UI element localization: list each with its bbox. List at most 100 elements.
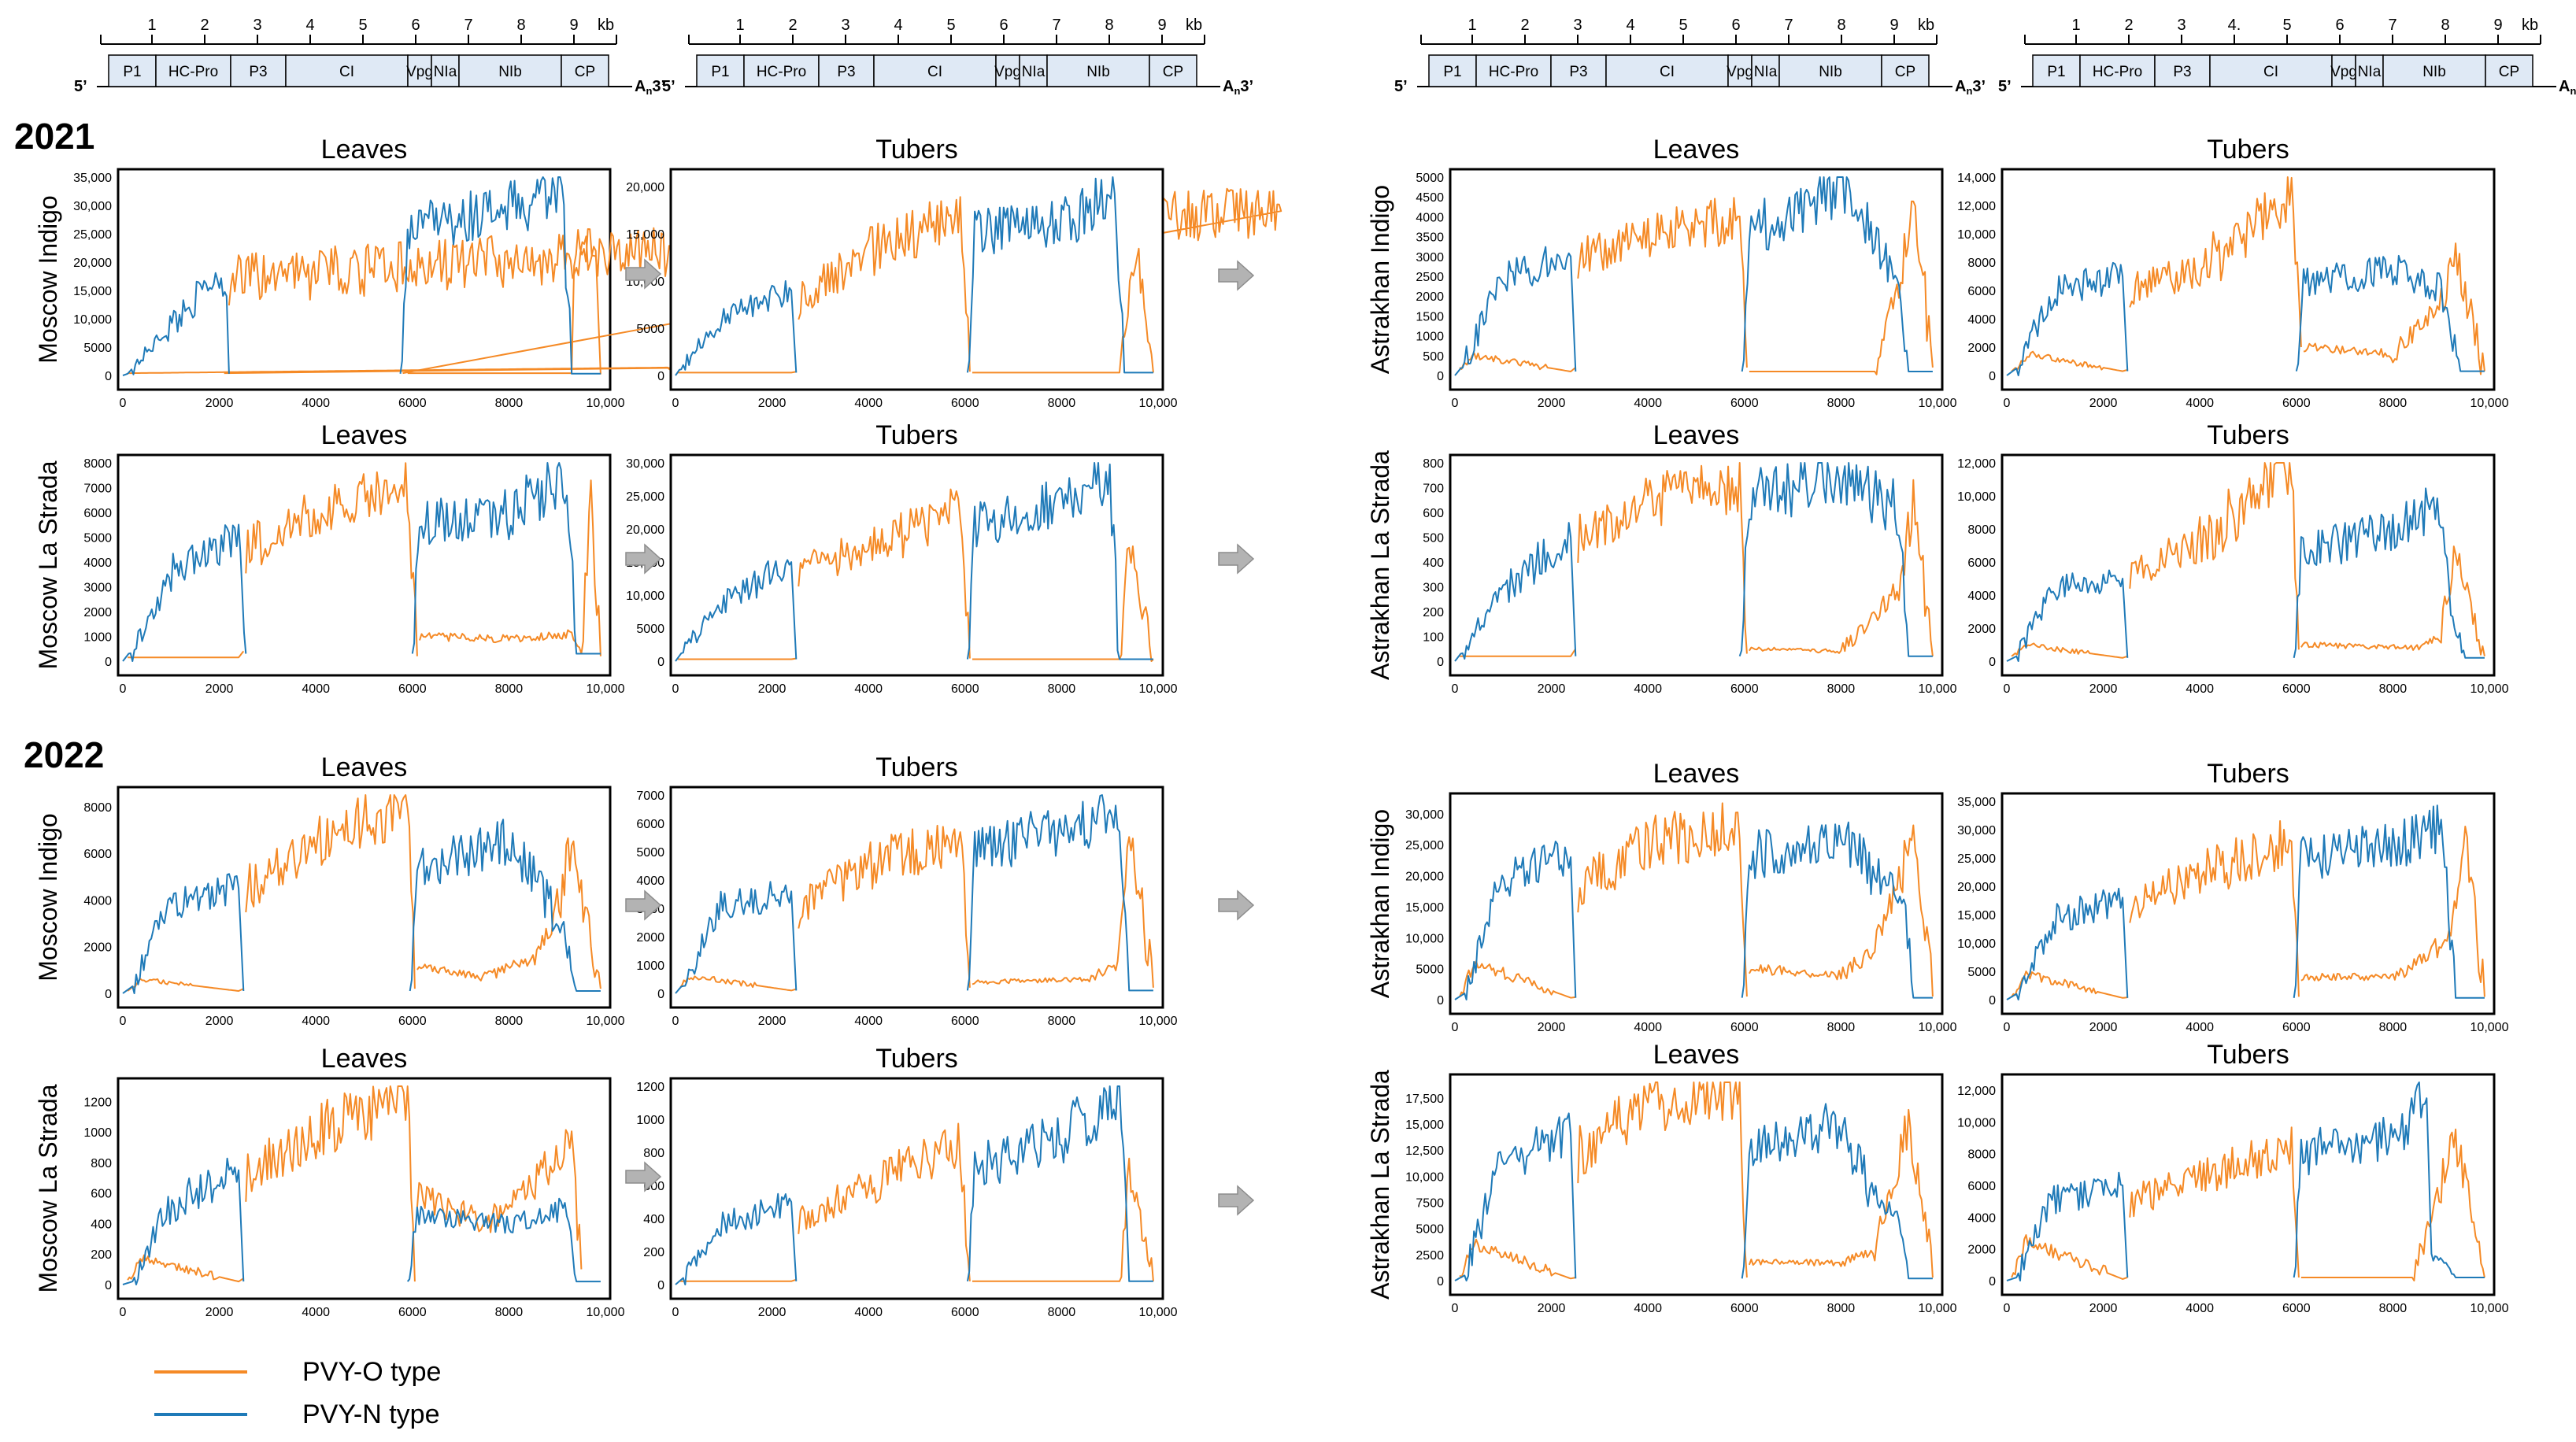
y-tick-label: 2000 [1967, 623, 1996, 636]
x-tick-label: 4000 [1634, 397, 1662, 410]
scale-unit-label: kb [1918, 17, 1934, 34]
chart-a22it: Tubers 0 5000 10,000 15,000 20,000 25,000 30,00… [1957, 759, 2509, 1034]
arrow-icon [1218, 1185, 1255, 1216]
pvy-n-series-line [2295, 254, 2485, 372]
gene-box-cp [1149, 54, 1197, 87]
five-prime-label: 5’ [1394, 78, 1408, 95]
x-tick-label: 6000 [951, 397, 979, 410]
five-prime-label: 5’ [1998, 78, 2012, 95]
pvy-o-series-line [2300, 1128, 2485, 1281]
gene-box-nib [1046, 54, 1150, 87]
gene-label-hc-pro: HC-Pro [168, 64, 218, 80]
pvy-o-series-line [678, 657, 797, 660]
gene-box-cp [2485, 54, 2533, 87]
gene-box-ci [2209, 54, 2333, 87]
y-tick-label: 20,000 [1957, 881, 1996, 894]
y-tick-label: 800 [1423, 457, 1444, 471]
y-tick-label: 0 [105, 656, 112, 669]
gene-label-cp: CP [575, 64, 595, 80]
y-tick-label: 2000 [1967, 1244, 1996, 1257]
y-tick-label: 5000 [1416, 1223, 1444, 1237]
x-tick-label: 8000 [1827, 1021, 1856, 1034]
x-tick-label: 0 [120, 1015, 127, 1028]
legend-swatch-pvy-o [154, 1370, 247, 1374]
pvy-o-series-line [2129, 1126, 2300, 1278]
x-tick-label: 4000 [2186, 1302, 2214, 1315]
pvy-n-series-line [122, 1157, 245, 1285]
x-tick-label: 2000 [2089, 1302, 2118, 1315]
pvy-n-series-line [1454, 522, 1577, 662]
pvy-n-series-line [2006, 887, 2129, 1000]
x-tick-label: 10,000 [587, 397, 625, 410]
x-tick-label: 0 [2004, 682, 2011, 696]
y-tick-label: 15,000 [73, 285, 112, 298]
x-tick-label: 6000 [1730, 682, 1759, 696]
y-tick-label: 5000 [83, 342, 112, 355]
x-tick-label: 8000 [1048, 682, 1076, 696]
gene-box-hc-pro [2079, 54, 2156, 87]
pvy-o-series-line [2011, 1234, 2128, 1280]
pvy-o-series-line [1459, 352, 1576, 372]
y-tick-label: 0 [657, 988, 664, 1001]
x-tick-label: 8000 [1048, 1306, 1076, 1319]
x-tick-label: 4000 [1634, 1302, 1662, 1315]
pvy-o-series-line [798, 196, 971, 372]
row-label: Astrakhan La Strada [1366, 450, 1394, 680]
x-tick-label: 2000 [758, 397, 786, 410]
y-tick-label: 30,000 [73, 200, 112, 213]
pvy-o-series-line [1459, 1238, 1576, 1280]
x-tick-label: 8000 [1827, 397, 1856, 410]
y-tick-label: 2500 [1416, 271, 1444, 284]
gene-label-cp: CP [1895, 64, 1915, 80]
x-tick-label: 8000 [495, 682, 524, 696]
row-label: Astrakhan La Strada [1366, 1070, 1394, 1300]
x-tick-label: 2000 [205, 682, 234, 696]
x-tick-label: 6000 [2282, 682, 2311, 696]
x-tick-label: 6000 [951, 1306, 979, 1319]
pvy-o-series-line [1577, 1082, 1748, 1278]
x-tick-label: 6000 [2282, 1021, 2311, 1034]
y-tick-label: 0 [1437, 994, 1444, 1008]
pvy-n-series-line [1738, 462, 1933, 657]
y-tick-label: 7000 [636, 789, 664, 803]
pvy-n-series-line [2006, 1171, 2129, 1281]
scale-tick-label: 5 [946, 17, 955, 34]
scale-tick-label: 4 [894, 17, 902, 34]
chart-title: Leaves [1653, 135, 1740, 165]
pvy-o-series-line [1749, 824, 1934, 997]
row-label: Moscow La Strada [34, 460, 62, 669]
x-tick-label: 10,000 [1919, 682, 1957, 696]
chart-title: Tubers [2207, 1040, 2289, 1070]
arrow-icon [1218, 260, 1255, 291]
y-tick-label: 4000 [1967, 313, 1996, 327]
pvy-o-series-line [2129, 176, 2302, 348]
arrow-icon [625, 1161, 662, 1192]
y-tick-label: 400 [91, 1218, 112, 1231]
x-tick-label: 8000 [2379, 397, 2408, 410]
pvy-o-series-line [127, 978, 244, 992]
x-tick-label: 8000 [1827, 682, 1856, 696]
y-tick-label: 15,000 [1405, 1118, 1444, 1132]
legend-label-pvy-n: PVY-N type [302, 1399, 440, 1429]
x-tick-label: 4000 [302, 1306, 330, 1319]
pvy-o-series-line [419, 479, 601, 656]
y-tick-label: 30,000 [626, 457, 664, 471]
y-tick-label: 0 [1989, 994, 1996, 1008]
chart-a22ll: Leaves Astrakhan La Strada 0 2500 5000 7500 10… [1366, 1040, 1957, 1315]
row-label: Moscow La Strada [34, 1084, 62, 1292]
y-tick-label: 0 [657, 656, 664, 669]
chart-title: Leaves [321, 135, 408, 165]
y-tick-label: 12,000 [1957, 1085, 1996, 1098]
pvy-o-series-line [2011, 350, 2128, 372]
scale-tick-label: 9 [2493, 17, 2502, 34]
chart-a22lt: Tubers 0 2000 4000 6000 8000 10,000 12,000 0 2000… [1957, 1040, 2509, 1315]
pvy-o-series-line [798, 824, 971, 988]
gene-box-hc-pro [1475, 54, 1552, 87]
chart-m22il: Leaves Moscow Indigo 0 2000 4000 6000 8000 0 200… [34, 752, 625, 1028]
gene-box-p3 [818, 54, 875, 87]
y-tick-label: 0 [1989, 656, 1996, 669]
y-tick-label: 1000 [83, 631, 112, 645]
pvy-o-series-line [680, 1278, 797, 1282]
y-tick-label: 25,000 [626, 490, 664, 504]
